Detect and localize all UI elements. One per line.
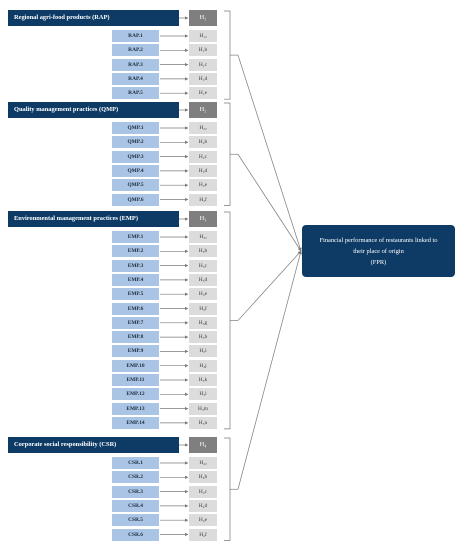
sub-hypothesis: H₄d	[189, 499, 217, 512]
sub-hypothesis: H₂f	[189, 193, 217, 206]
bracket-to-target	[237, 250, 302, 321]
sub-hypothesis: H₃h	[189, 331, 217, 344]
indicator-item: EMP.2	[112, 245, 159, 258]
group-hypothesis: H₃	[189, 211, 217, 227]
indicator-item: EMP.8	[112, 331, 159, 344]
sub-hypothesis: H₃k	[189, 374, 217, 386]
sub-hypothesis: H₁b	[189, 44, 217, 57]
sub-hypothesis: H₂d	[189, 164, 217, 177]
indicator-item: QMP.5	[112, 179, 159, 192]
sub-hypothesis: H₃e	[189, 288, 217, 301]
sub-hypothesis: H₃f	[189, 302, 217, 315]
indicator-item: EMP.1	[112, 231, 159, 243]
fpr-line-1: Financial performance of restaurants lin…	[319, 236, 438, 244]
group-hypothesis: H₁	[189, 10, 217, 26]
indicator-item: CSR.2	[112, 471, 159, 484]
indicator-item: CSR.3	[112, 485, 159, 498]
indicator-item: RAP.1	[112, 30, 159, 42]
indicator-item: EMP.4	[112, 273, 159, 286]
indicator-item: QMP.3	[112, 150, 159, 163]
fpr-target-box: Financial performance of restaurants lin…	[302, 225, 455, 277]
group-bracket	[224, 102, 231, 206]
indicator-item: CSR.6	[112, 528, 159, 541]
group-header: Environmental management practices (EMP)	[8, 211, 179, 227]
bracket-to-target	[237, 54, 302, 252]
indicator-item: RAP.2	[112, 44, 159, 57]
indicator-item: EMP.11	[112, 374, 159, 386]
group-header: Regional agri-food products (RAP)	[8, 10, 179, 26]
indicator-item: RAP.5	[112, 87, 159, 100]
sub-hypothesis: H₄ₐ	[189, 457, 217, 469]
sub-hypothesis: H₁e	[189, 87, 217, 100]
fpr-line-2: their place of origin	[353, 247, 404, 255]
indicator-item: QMP.4	[112, 164, 159, 177]
group-hypothesis: H₂	[189, 102, 217, 118]
sub-hypothesis: H₄c	[189, 485, 217, 498]
indicator-item: EMP.14	[112, 416, 159, 429]
sub-hypothesis: H₂c	[189, 150, 217, 163]
sub-hypothesis: H₃j	[189, 359, 217, 372]
sub-hypothesis: H₄f	[189, 528, 217, 541]
sub-hypothesis: H₂b	[189, 136, 217, 149]
sub-hypothesis: H₃n	[189, 416, 217, 429]
sub-hypothesis: H₁c	[189, 58, 217, 71]
indicator-item: EMP.5	[112, 288, 159, 301]
sub-hypothesis: H₄b	[189, 471, 217, 484]
group-header: Quality management practices (QMP)	[8, 102, 179, 118]
sub-hypothesis: H₃i	[189, 345, 217, 358]
indicator-item: EMP.9	[112, 345, 159, 358]
bracket-to-target	[237, 154, 302, 252]
sub-hypothesis: H₃m	[189, 402, 217, 415]
sub-hypothesis: H₂e	[189, 179, 217, 192]
bracket-to-target	[237, 250, 302, 490]
sub-hypothesis: H₃ₐ	[189, 231, 217, 243]
indicator-item: EMP.7	[112, 316, 159, 329]
sub-hypothesis: H₃c	[189, 259, 217, 272]
indicator-item: CSR.4	[112, 499, 159, 512]
indicator-item: RAP.3	[112, 58, 159, 71]
sub-hypothesis: H₃b	[189, 245, 217, 258]
group-header: Corporate social responsibility (CSR)	[8, 437, 179, 453]
indicator-item: CSR.1	[112, 457, 159, 469]
group-bracket	[224, 437, 231, 541]
fpr-line-3: (FPR)	[370, 258, 387, 266]
sub-hypothesis: H₂ₐ	[189, 122, 217, 134]
sub-hypothesis: H₄e	[189, 514, 217, 527]
indicator-item: EMP.3	[112, 259, 159, 272]
indicator-item: EMP.12	[112, 388, 159, 401]
sub-hypothesis: H₁ₐ	[189, 30, 217, 42]
indicator-item: CSR.5	[112, 514, 159, 527]
indicator-item: EMP.13	[112, 402, 159, 415]
sub-hypothesis: H₃l	[189, 388, 217, 401]
group-hypothesis: H₄	[189, 437, 217, 453]
sub-hypothesis: H₃d	[189, 273, 217, 286]
indicator-item: RAP.4	[112, 72, 159, 85]
group-bracket	[224, 10, 231, 100]
indicator-item: QMP.6	[112, 193, 159, 206]
sub-hypothesis: H₃g	[189, 316, 217, 329]
indicator-item: EMP.6	[112, 302, 159, 315]
indicator-item: QMP.2	[112, 136, 159, 149]
indicator-item: EMP.10	[112, 359, 159, 372]
group-bracket	[224, 211, 231, 430]
sub-hypothesis: H₁d	[189, 72, 217, 85]
indicator-item: QMP.1	[112, 122, 159, 134]
